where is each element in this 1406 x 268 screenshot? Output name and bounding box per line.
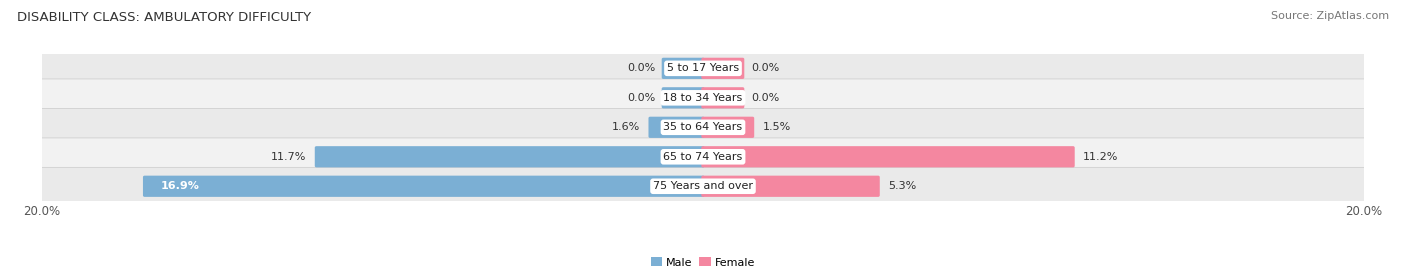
Text: DISABILITY CLASS: AMBULATORY DIFFICULTY: DISABILITY CLASS: AMBULATORY DIFFICULTY [17,11,311,24]
FancyBboxPatch shape [702,87,744,109]
FancyBboxPatch shape [37,168,1369,205]
Text: 0.0%: 0.0% [627,93,655,103]
Text: 18 to 34 Years: 18 to 34 Years [664,93,742,103]
FancyBboxPatch shape [37,79,1369,117]
FancyBboxPatch shape [37,50,1369,87]
Text: 0.0%: 0.0% [751,63,779,73]
Legend: Male, Female: Male, Female [647,253,759,268]
Text: 75 Years and over: 75 Years and over [652,181,754,191]
Text: 65 to 74 Years: 65 to 74 Years [664,152,742,162]
Text: 1.5%: 1.5% [762,122,790,132]
FancyBboxPatch shape [702,146,1074,168]
Text: Source: ZipAtlas.com: Source: ZipAtlas.com [1271,11,1389,21]
FancyBboxPatch shape [143,176,704,197]
FancyBboxPatch shape [702,117,754,138]
FancyBboxPatch shape [702,176,880,197]
Text: 5.3%: 5.3% [889,181,917,191]
Text: 11.7%: 11.7% [271,152,307,162]
Text: 16.9%: 16.9% [162,181,200,191]
FancyBboxPatch shape [662,58,704,79]
FancyBboxPatch shape [37,138,1369,176]
FancyBboxPatch shape [648,117,704,138]
Text: 0.0%: 0.0% [751,93,779,103]
Text: 1.6%: 1.6% [612,122,640,132]
Text: 11.2%: 11.2% [1083,152,1118,162]
FancyBboxPatch shape [315,146,704,168]
Text: 35 to 64 Years: 35 to 64 Years [664,122,742,132]
FancyBboxPatch shape [37,109,1369,146]
Text: 5 to 17 Years: 5 to 17 Years [666,63,740,73]
Text: 0.0%: 0.0% [627,63,655,73]
FancyBboxPatch shape [662,87,704,109]
FancyBboxPatch shape [702,58,744,79]
